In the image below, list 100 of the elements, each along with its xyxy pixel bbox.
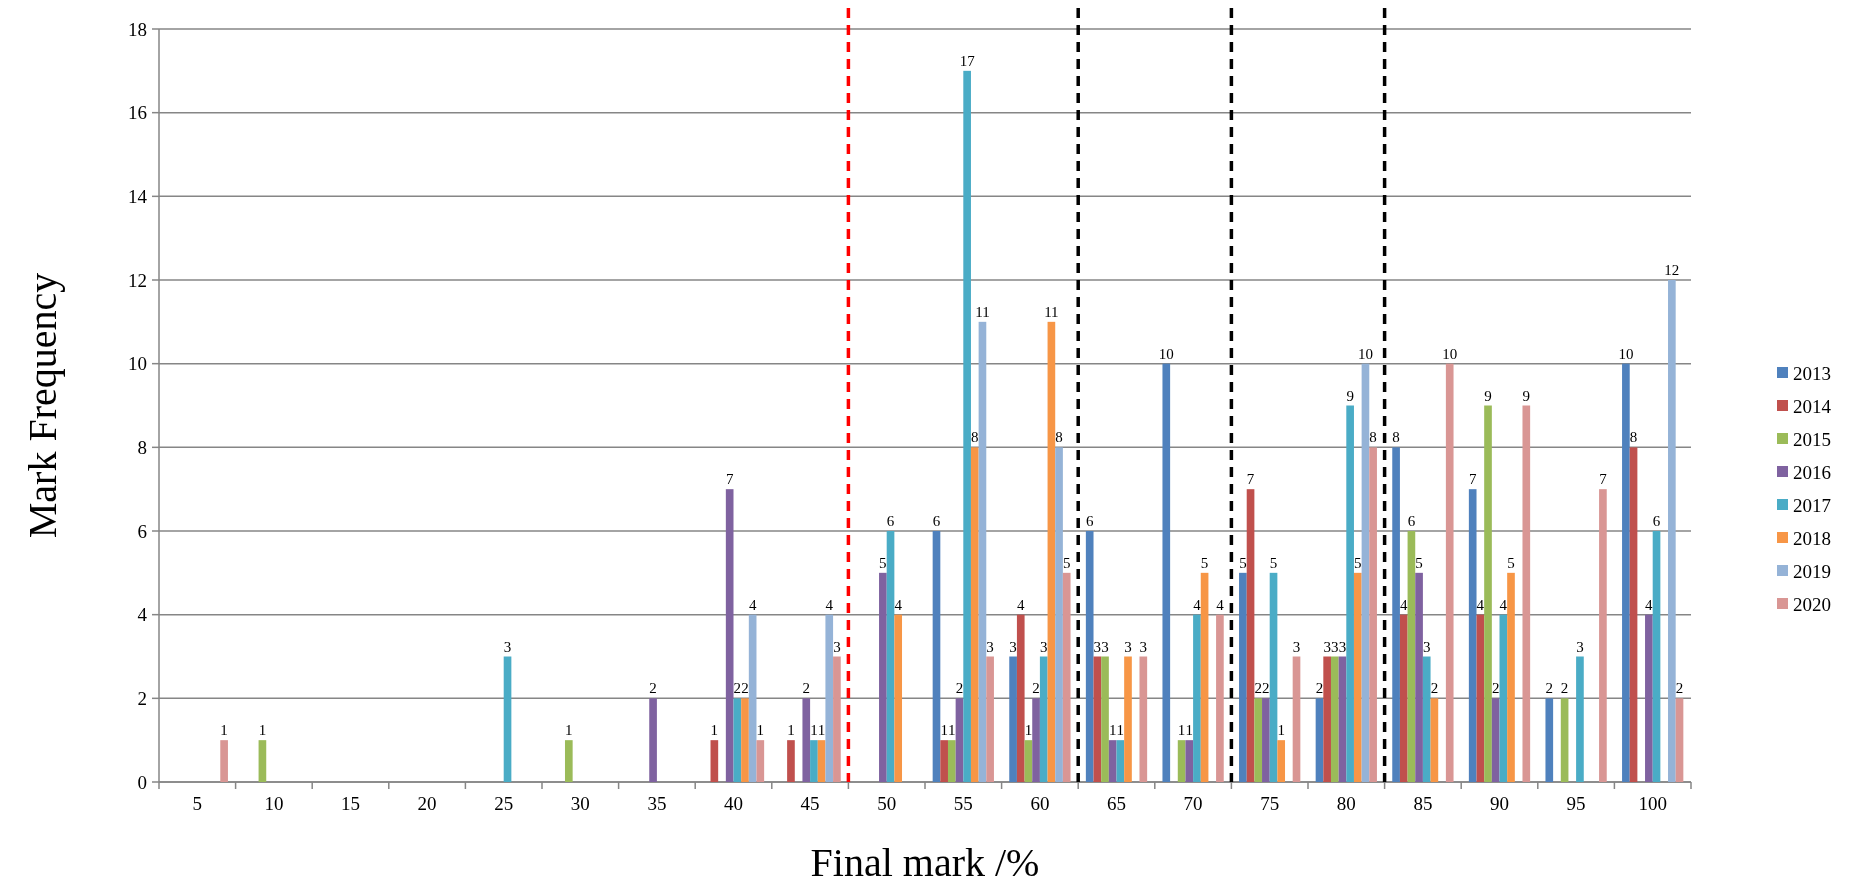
bar: [1430, 698, 1439, 782]
data-label: 9: [1484, 387, 1492, 404]
data-label: 8: [1392, 429, 1400, 446]
data-label: 1: [1108, 722, 1117, 739]
data-label: 2: [1254, 680, 1262, 697]
data-label: 11: [975, 303, 990, 320]
x-tick-label: 75: [1260, 793, 1280, 814]
bar: [1009, 656, 1017, 782]
data-label: 4: [1645, 596, 1654, 613]
bar: [1422, 656, 1431, 782]
x-tick-label: 95: [1566, 793, 1586, 814]
bar: [955, 698, 964, 782]
bar: [649, 698, 657, 782]
data-label: 1: [1277, 722, 1285, 739]
data-label: 3: [1101, 638, 1109, 655]
bar: [1468, 489, 1477, 782]
data-label: 2: [649, 680, 657, 697]
bar: [1269, 572, 1278, 782]
bar: [1108, 740, 1117, 782]
bar: [1085, 531, 1094, 782]
x-tick-label: 65: [1107, 793, 1126, 814]
data-label: 5: [1354, 554, 1362, 571]
x-tick-label: 15: [341, 793, 360, 814]
y-tick-label: 12: [128, 269, 147, 291]
data-label: 1: [1177, 722, 1186, 739]
x-tick-label: 50: [877, 793, 897, 814]
bar: [220, 740, 228, 782]
data-label: 3: [1292, 638, 1301, 655]
data-label: 2: [1262, 680, 1270, 697]
y-tick-label: 2: [137, 687, 147, 709]
bar: [1645, 614, 1653, 782]
data-label: 4: [748, 596, 757, 613]
bar: [1491, 698, 1500, 782]
data-label: 1: [1185, 722, 1194, 739]
data-label: 4: [825, 596, 834, 613]
data-label: 1: [258, 722, 267, 739]
bar: [1277, 740, 1286, 782]
bar: [1338, 656, 1347, 782]
data-label: 8: [1055, 429, 1063, 446]
data-label: 6: [932, 513, 941, 529]
data-label: 6: [886, 513, 895, 529]
data-label: 7: [1599, 471, 1608, 488]
y-tick-label: 6: [137, 520, 147, 542]
data-label: 2: [733, 680, 742, 697]
bar: [802, 698, 811, 782]
bar: [1254, 698, 1263, 782]
bar: [1361, 363, 1370, 782]
data-label: 2: [1545, 680, 1554, 697]
data-label: 1: [565, 722, 573, 739]
data-label: 8: [1629, 429, 1638, 446]
x-tick-label: 40: [724, 793, 743, 814]
y-tick-label: 18: [128, 18, 147, 40]
legend-label: 2014: [1793, 395, 1832, 417]
data-label: 8: [1369, 429, 1377, 446]
bar: [879, 572, 887, 782]
data-label: 2: [802, 680, 811, 697]
x-axis-title: Final mark /%: [810, 840, 1040, 885]
data-label: 5: [1415, 554, 1423, 571]
bar: [1246, 489, 1255, 782]
legend-label: 2020: [1793, 593, 1831, 615]
x-tick-label: 80: [1336, 793, 1356, 814]
x-tick-label: 55: [953, 793, 973, 814]
y-tick-label: 8: [137, 436, 147, 458]
data-label: 17: [959, 52, 976, 69]
legend-label: 2015: [1793, 428, 1831, 450]
data-label: 3: [986, 638, 994, 655]
bar: [1315, 698, 1324, 782]
y-tick-label: 16: [128, 102, 147, 124]
bar: [1599, 489, 1607, 782]
bar: [1675, 698, 1684, 782]
data-label: 6: [1085, 513, 1094, 529]
data-label: 1: [1024, 722, 1033, 739]
bar: [810, 740, 818, 782]
data-label: 1: [756, 722, 765, 739]
data-label: 3: [1093, 638, 1102, 655]
data-label: 5: [879, 554, 887, 571]
data-label: 1: [787, 722, 795, 739]
data-label: 7: [1246, 471, 1255, 488]
data-label: 1: [710, 722, 719, 739]
bar: [1162, 363, 1171, 782]
data-label: 6: [1407, 513, 1416, 529]
bar: [1399, 614, 1408, 782]
bar: [1262, 698, 1270, 782]
data-label: 7: [1468, 471, 1477, 488]
legend-label: 2019: [1793, 560, 1831, 582]
data-label: 7: [725, 471, 734, 488]
bar: [1507, 572, 1515, 782]
data-label: 6: [1652, 513, 1661, 529]
data-label: 4: [1216, 596, 1225, 613]
bar: [1200, 572, 1209, 782]
bar: [1139, 656, 1148, 782]
data-label: 2: [1315, 680, 1324, 697]
data-label: 4: [1499, 596, 1508, 613]
data-label: 5: [1269, 554, 1278, 571]
data-label: 2: [1560, 680, 1569, 697]
bar: [1093, 656, 1102, 782]
data-label: 5: [1507, 554, 1515, 571]
data-label: 2: [1491, 680, 1500, 697]
x-tick-label: 60: [1030, 793, 1050, 814]
bar: [1622, 363, 1630, 782]
